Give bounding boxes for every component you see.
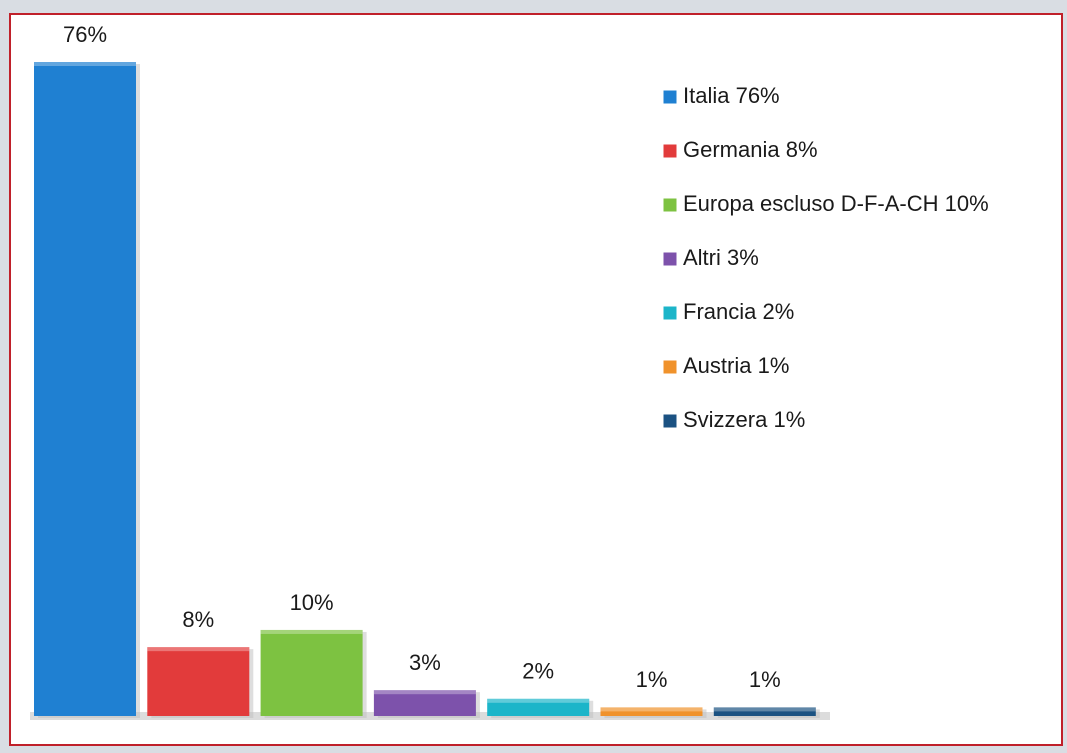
bar-highlight bbox=[147, 647, 250, 652]
legend-swatch bbox=[662, 251, 678, 267]
legend-label: Francia 2% bbox=[683, 299, 794, 324]
chart-frame bbox=[9, 13, 1063, 746]
bar bbox=[373, 690, 476, 716]
data-label: 1% bbox=[636, 667, 668, 692]
legend-swatch bbox=[662, 89, 678, 105]
bar bbox=[713, 707, 816, 716]
legend-label: Austria 1% bbox=[683, 353, 789, 378]
legend-label: Altri 3% bbox=[683, 245, 759, 270]
legend-swatch bbox=[662, 305, 678, 321]
data-label: 1% bbox=[749, 667, 781, 692]
data-label: 2% bbox=[522, 659, 554, 684]
legend-swatch bbox=[662, 143, 678, 159]
legend-swatch bbox=[662, 197, 678, 213]
legend-label: Germania 8% bbox=[683, 137, 818, 162]
data-label: 8% bbox=[182, 607, 214, 632]
legend-label: Italia 76% bbox=[683, 83, 780, 108]
bar bbox=[34, 62, 136, 716]
data-label: 10% bbox=[290, 590, 334, 615]
bar-highlight bbox=[34, 62, 136, 66]
bar bbox=[487, 698, 590, 716]
bar-highlight bbox=[487, 698, 590, 703]
data-label: 76% bbox=[63, 22, 107, 47]
bar bbox=[147, 647, 250, 716]
legend-label: Europa escluso D-F-A-CH 10% bbox=[683, 191, 989, 216]
data-label: 3% bbox=[409, 650, 441, 675]
bar-highlight bbox=[600, 707, 703, 712]
legend-swatch bbox=[662, 413, 678, 429]
legend-swatch bbox=[662, 359, 678, 375]
bar-highlight bbox=[260, 629, 363, 634]
bar-highlight bbox=[373, 690, 476, 695]
bar bbox=[260, 629, 363, 716]
bar bbox=[600, 707, 703, 716]
legend-label: Svizzera 1% bbox=[683, 407, 805, 432]
bar-highlight bbox=[713, 707, 816, 712]
